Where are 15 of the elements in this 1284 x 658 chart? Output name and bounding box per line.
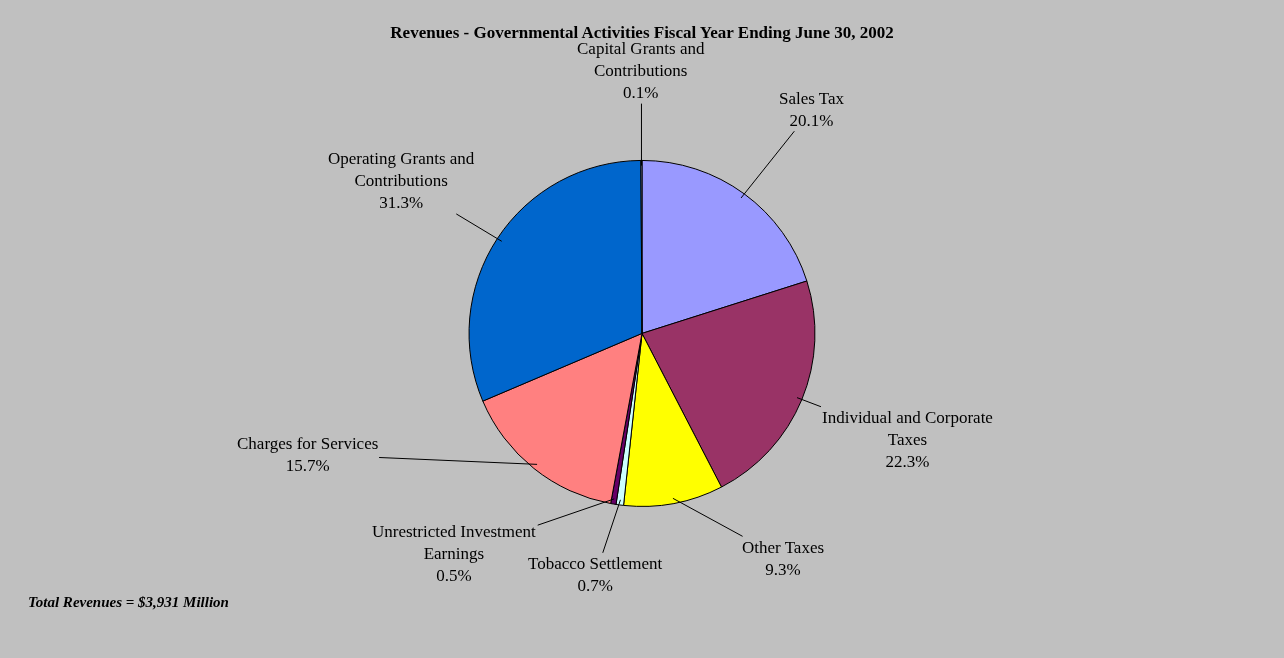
slice-label: Operating Grants and Contributions [328,149,475,191]
slice-label: Individual and Corporate Taxes [822,408,993,450]
data-label: 20.1% [789,111,834,131]
data-label: 9.3% [765,560,801,580]
slice-label: Other Taxes [742,538,825,557]
slice-label: Tobacco Settlement [528,554,663,573]
data-label: 0.1% [623,83,659,103]
data-label: 0.7% [577,576,613,596]
data-label: 22.3% [885,452,930,472]
slice-label: Charges for Services [237,434,379,453]
data-label: 31.3% [379,193,424,213]
text: Total Revenues = $3,931 Million [28,594,229,610]
data-label: 0.5% [436,566,472,586]
slice-label: Sales Tax [779,89,845,108]
data-label: 15.7% [285,456,330,476]
